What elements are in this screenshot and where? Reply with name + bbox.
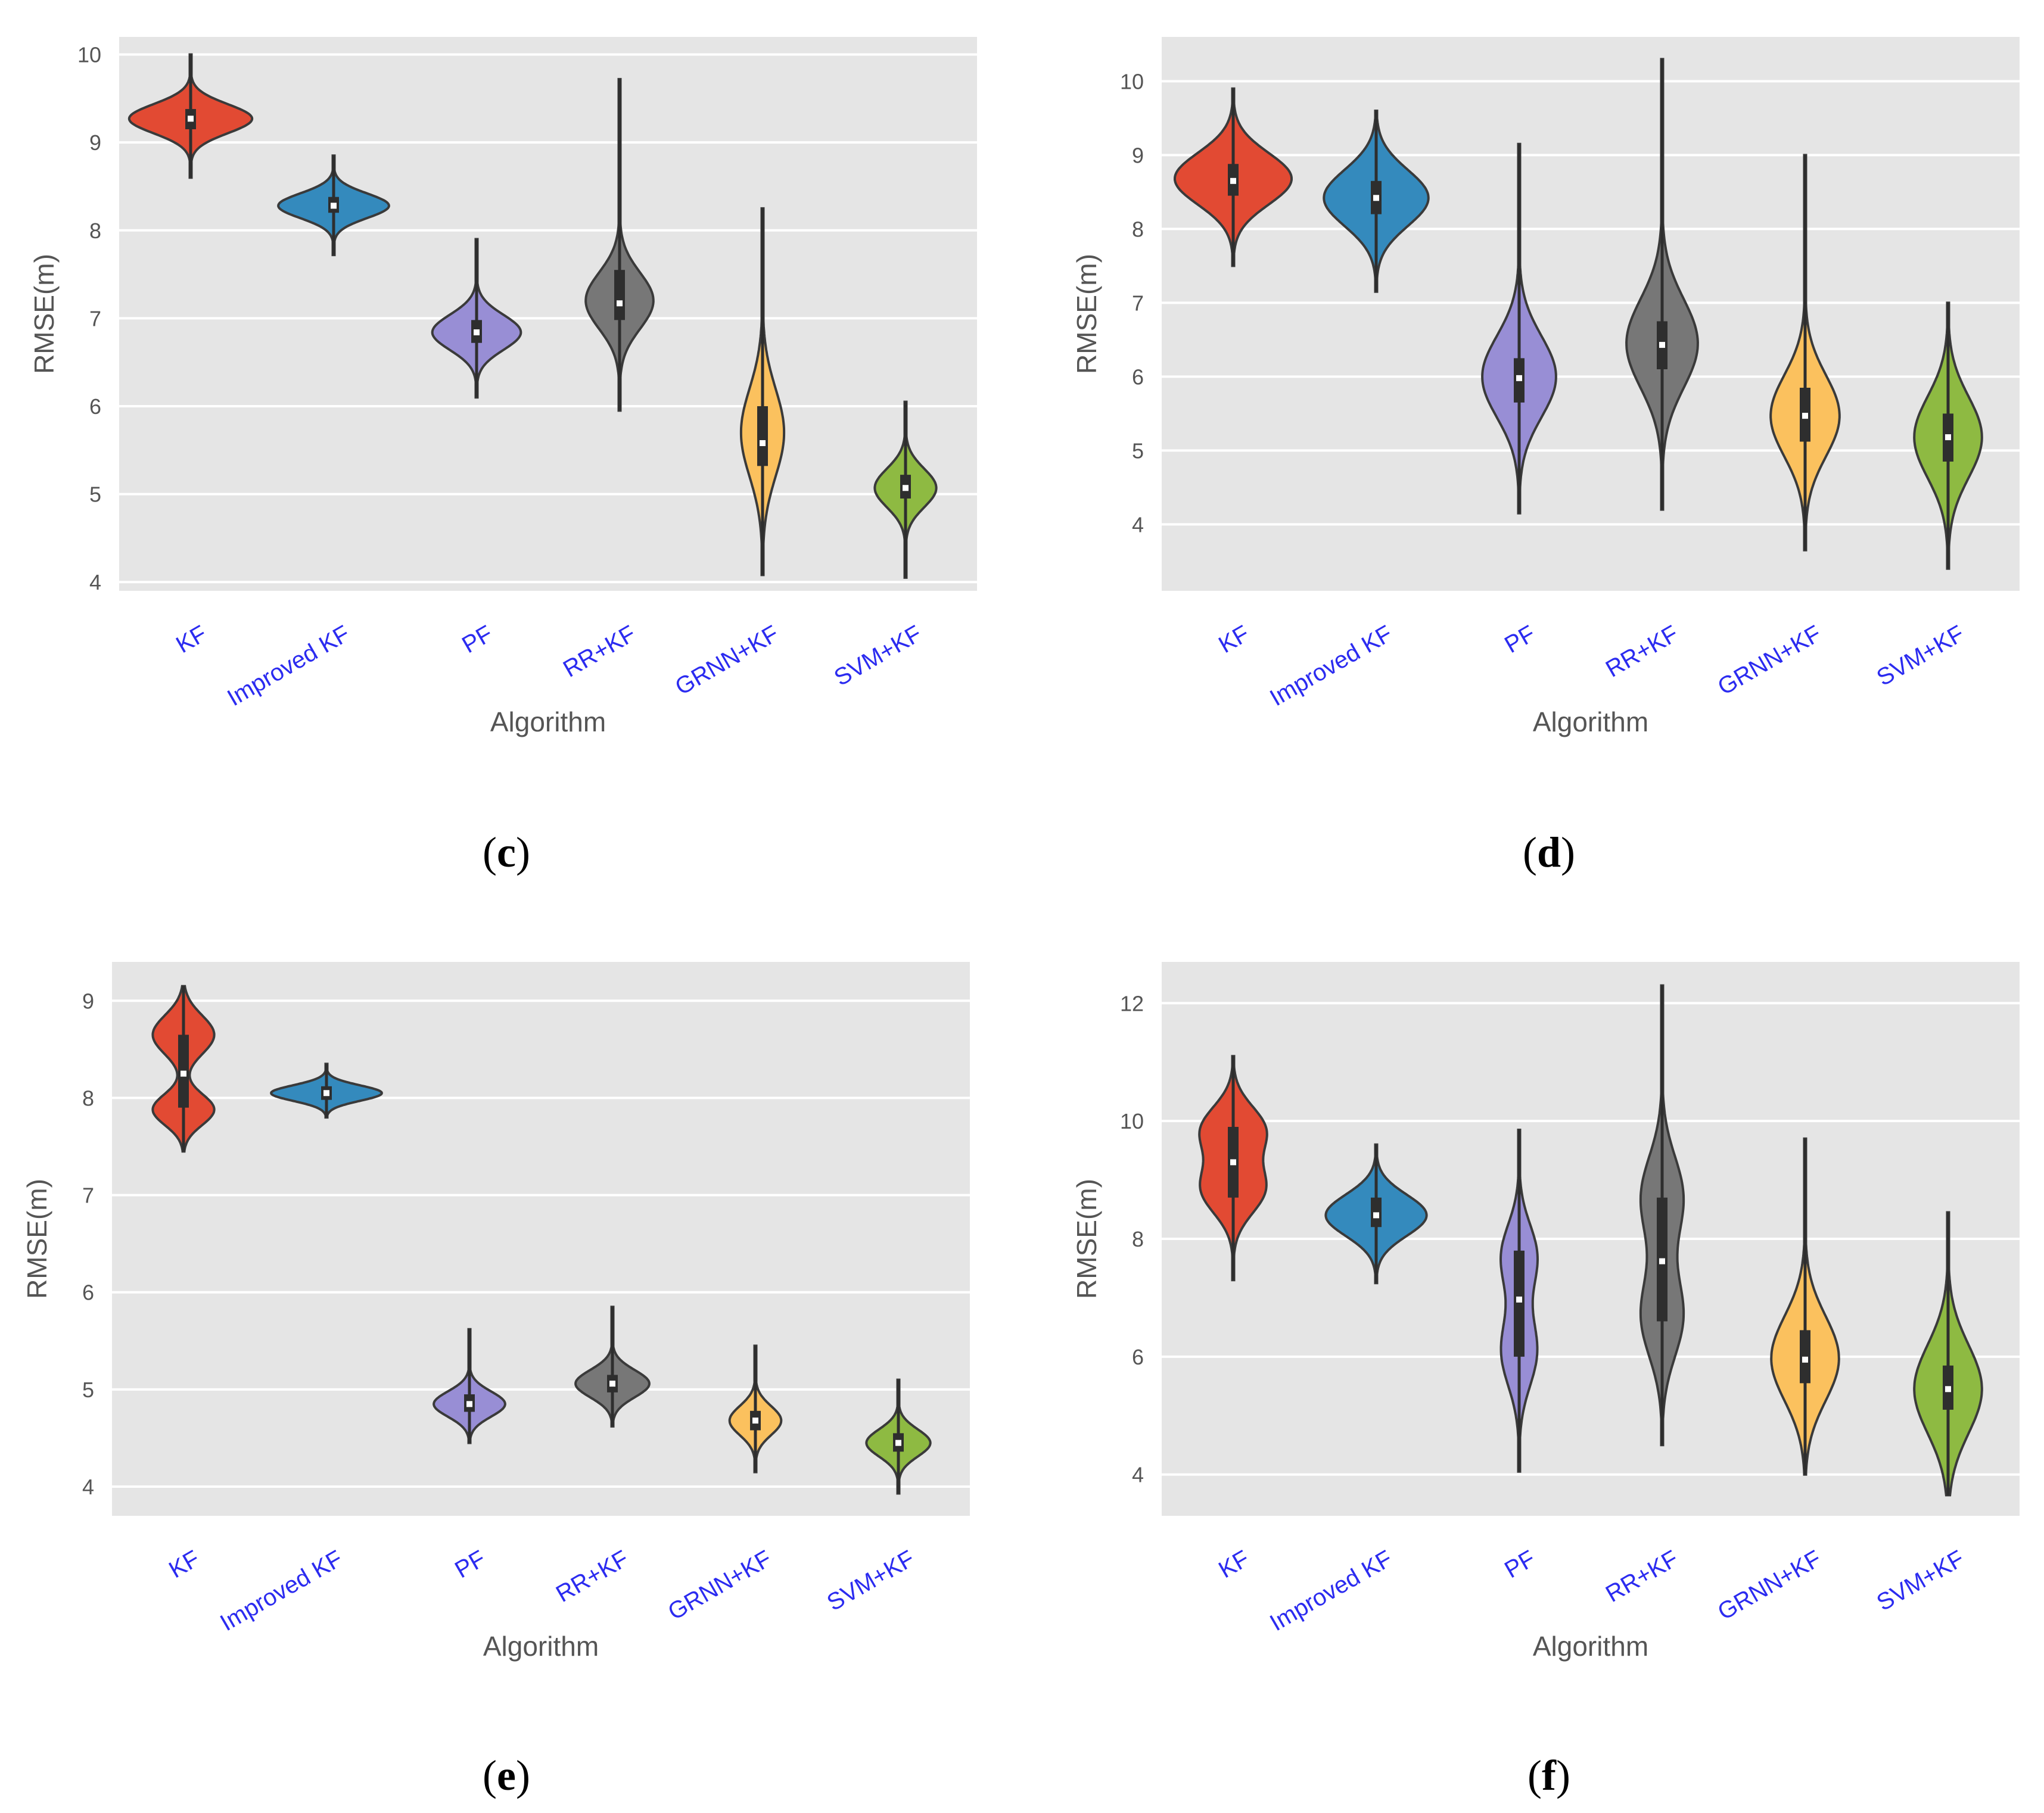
y-tick-label: 4 [82, 1475, 94, 1499]
y-tick-label: 7 [1132, 291, 1144, 315]
y-tick-label: 4 [1132, 1463, 1144, 1487]
violin-median [188, 116, 194, 122]
violin-median [1659, 342, 1665, 348]
y-tick-label: 5 [89, 482, 101, 507]
plot-background [1162, 37, 2020, 591]
panel-label: (e) [483, 1752, 530, 1799]
y-tick-label: 12 [1120, 991, 1144, 1015]
violin-median [1230, 1159, 1236, 1166]
y-tick-label: 9 [82, 989, 94, 1013]
x-axis-label: Algorithm [1533, 1631, 1648, 1662]
panel-letter: c [497, 828, 516, 876]
y-tick-label: 4 [1132, 512, 1144, 537]
panel-letter: f [1542, 1752, 1557, 1799]
violin-median [903, 485, 909, 491]
y-tick-label: 8 [89, 219, 101, 243]
panel-label: (d) [1523, 828, 1575, 876]
y-axis-label: RMSE(m) [1071, 254, 1102, 374]
y-tick-label: 6 [82, 1281, 94, 1305]
y-tick-label: 5 [82, 1378, 94, 1402]
x-axis-label: Algorithm [1533, 706, 1648, 737]
y-tick-label: 6 [1132, 1345, 1144, 1369]
violin-iqr-box [614, 270, 625, 320]
violin-median [760, 440, 766, 446]
y-tick-label: 8 [1132, 1227, 1144, 1251]
y-tick-label: 4 [89, 570, 101, 594]
y-tick-label: 5 [1132, 438, 1144, 463]
panel-label: (f) [1527, 1752, 1570, 1799]
violin-median [609, 1381, 615, 1387]
violin-median [752, 1418, 758, 1424]
y-tick-label: 7 [82, 1183, 94, 1208]
y-tick-label: 6 [89, 394, 101, 419]
violin-median [1945, 1386, 1951, 1393]
violin-median [617, 300, 623, 307]
violin-median [1802, 1356, 1808, 1363]
y-tick-label: 10 [1120, 69, 1144, 94]
y-tick-label: 10 [77, 43, 101, 67]
violin-median [474, 329, 480, 335]
violin-median [1516, 375, 1522, 381]
y-tick-label: 9 [1132, 143, 1144, 167]
panel-letter: d [1537, 828, 1561, 876]
panel-label: (c) [483, 828, 530, 876]
y-axis-label: RMSE(m) [1071, 1179, 1102, 1299]
y-tick-label: 6 [1132, 365, 1144, 389]
y-tick-label: 8 [82, 1086, 94, 1110]
violin-median [181, 1070, 186, 1077]
violin-iqr-box [757, 406, 768, 466]
violin-median [466, 1401, 472, 1407]
violin-median [1230, 177, 1236, 184]
plot-background [119, 37, 977, 591]
violin-median [1516, 1296, 1522, 1303]
violin-median [1373, 1212, 1379, 1219]
plot-background [112, 962, 970, 1516]
y-tick-label: 7 [89, 306, 101, 331]
y-tick-label: 10 [1120, 1109, 1144, 1133]
violin-median [331, 203, 337, 209]
violin-median [895, 1440, 901, 1446]
violin-iqr-box [1514, 1250, 1525, 1357]
x-axis-label: Algorithm [490, 706, 606, 737]
y-tick-label: 9 [89, 130, 101, 155]
y-axis-label: RMSE(m) [29, 254, 60, 374]
violin-median [1945, 434, 1951, 441]
y-axis-label: RMSE(m) [21, 1179, 52, 1299]
violin-median [1802, 413, 1808, 419]
panel-letter: e [497, 1752, 516, 1799]
violin-median [1373, 195, 1379, 201]
violin-median [1659, 1258, 1665, 1264]
x-axis-label: Algorithm [483, 1631, 599, 1662]
violin-median [323, 1090, 329, 1096]
y-tick-label: 8 [1132, 217, 1144, 241]
